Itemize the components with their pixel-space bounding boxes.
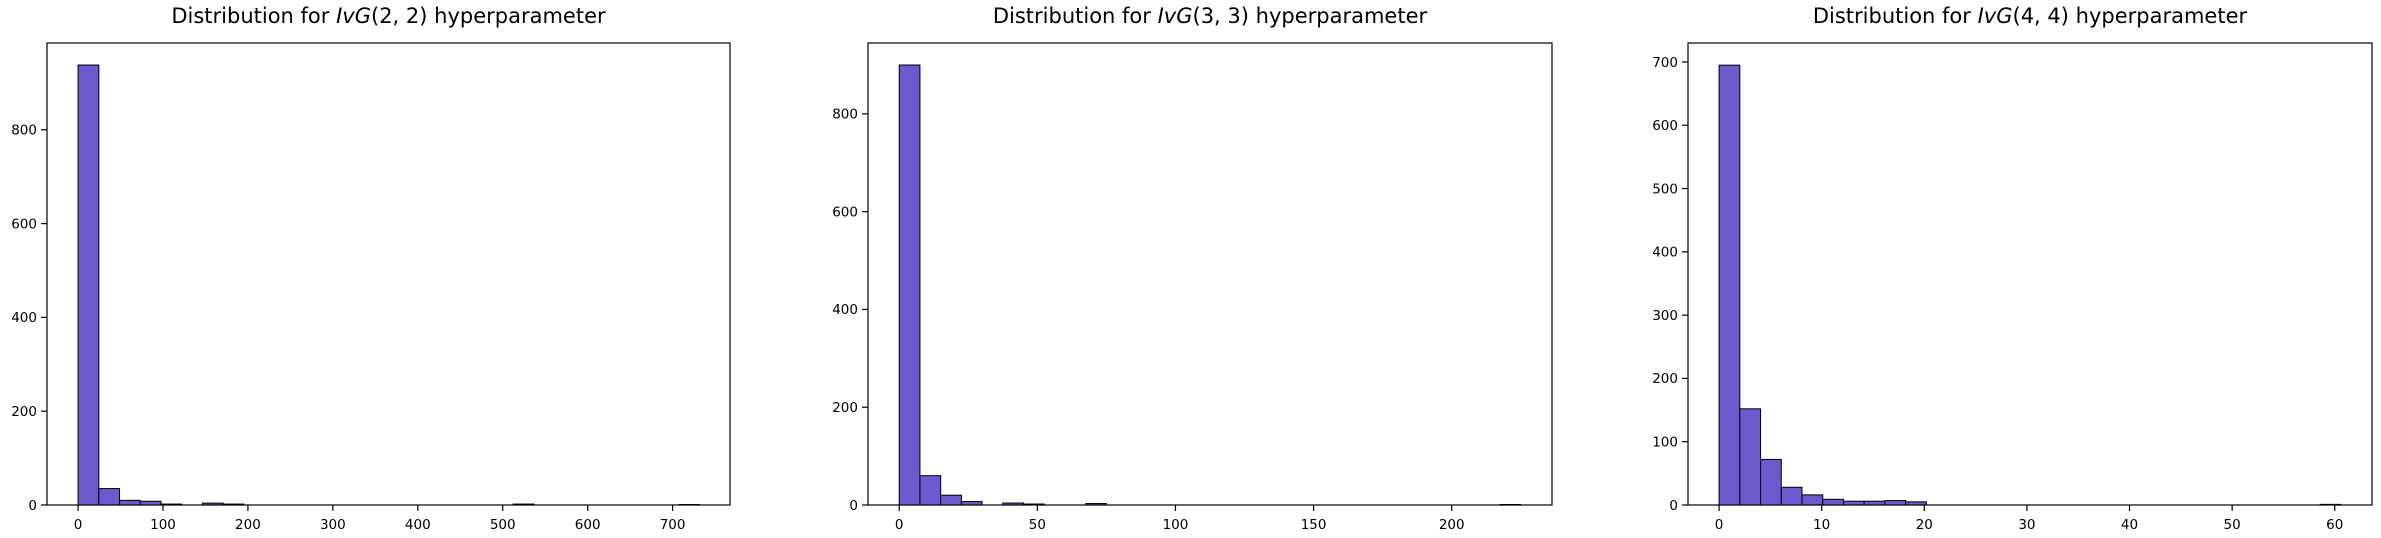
chart-title-2: Distribution for IvG(3, 3) hyperparamete… — [993, 2, 1427, 30]
plot-frame — [46, 42, 731, 506]
title-math-args: (2, 2) — [371, 4, 428, 28]
chart-title-1: Distribution for IvG(2, 2) hyperparamete… — [171, 2, 605, 30]
title-text: hyperparameter — [2068, 4, 2248, 28]
y-tick-label: 400 — [1652, 245, 1678, 261]
title-text: Distribution for — [992, 4, 1158, 28]
x-tick-label: 700 — [660, 517, 686, 533]
title-text: hyperparameter — [427, 4, 606, 28]
x-tick-label: 60 — [2326, 517, 2343, 533]
title-math-args: (4, 4) — [2012, 4, 2069, 28]
title-math-args: (3, 3) — [1192, 4, 1249, 28]
title-text: Distribution for — [1812, 4, 1978, 28]
y-tick-label: 0 — [849, 498, 858, 514]
x-tick-label: 50 — [2224, 517, 2241, 533]
histogram-bar — [98, 488, 121, 506]
histogram-bar — [1801, 494, 1824, 506]
histogram-bar — [898, 64, 921, 506]
x-tick-label: 200 — [235, 517, 261, 533]
x-tick-label: 400 — [405, 517, 431, 533]
y-tick-label: 0 — [28, 498, 37, 514]
plot-frame — [867, 42, 1553, 506]
x-tick-label: 0 — [1715, 517, 1724, 533]
x-tick-label: 500 — [490, 517, 516, 533]
histogram-plot: 0 50 100 150 200 0 200 400 600 800 — [832, 42, 1553, 533]
x-tick-label: 100 — [1163, 517, 1189, 533]
histogram-bar — [1760, 458, 1782, 506]
x-tick-label: 600 — [575, 517, 601, 533]
x-tick-label: 0 — [895, 517, 904, 533]
histogram-bar — [77, 64, 100, 506]
title-text: Distribution for — [171, 4, 337, 28]
y-tick-label: 200 — [832, 400, 858, 416]
y-tick-label: 400 — [11, 310, 37, 326]
title-math-symbol: IvG — [1977, 4, 2013, 28]
histogram-plot: 0 100 200 300 400 500 600 700 0 200 400 600 800 — [11, 42, 731, 533]
x-tick-label: 40 — [2121, 517, 2138, 533]
x-tick-label: 50 — [1029, 517, 1046, 533]
title-text: hyperparameter — [1248, 4, 1428, 28]
x-tick-label: 0 — [74, 517, 83, 533]
y-tick-label: 200 — [1652, 371, 1678, 387]
y-tick-label: 600 — [832, 204, 858, 220]
histogram-bar — [1822, 498, 1844, 506]
histogram-bar — [1718, 64, 1741, 506]
title-math-symbol: IvG — [1157, 4, 1193, 28]
y-tick-label: 500 — [1652, 181, 1678, 197]
x-tick-label: 20 — [1916, 517, 1933, 533]
x-tick-label: 300 — [320, 517, 346, 533]
y-tick-label: 100 — [1652, 435, 1678, 451]
y-tick-label: 300 — [1652, 308, 1678, 324]
y-tick-label: 800 — [832, 107, 858, 123]
x-tick-label: 10 — [1813, 517, 1830, 533]
x-tick-label: 200 — [1439, 517, 1465, 533]
histogram-bar — [1739, 408, 1762, 506]
x-tick-label: 30 — [2018, 517, 2035, 533]
y-tick-label: 0 — [1669, 498, 1678, 514]
plot-frame — [1687, 42, 2373, 506]
x-tick-label: 150 — [1301, 517, 1327, 533]
y-tick-label: 400 — [832, 302, 858, 318]
y-tick-label: 700 — [1652, 55, 1678, 71]
y-tick-label: 600 — [11, 216, 37, 232]
title-math-symbol: IvG — [336, 4, 372, 28]
histogram-bar — [940, 494, 962, 506]
histogram-bar — [1780, 486, 1803, 506]
histogram-bar — [119, 499, 141, 506]
y-tick-label: 200 — [11, 404, 37, 420]
x-tick-label: 100 — [150, 517, 176, 533]
chart-title-3: Distribution for IvG(4, 4) hyperparamete… — [1813, 2, 2247, 30]
y-tick-label: 800 — [11, 123, 37, 139]
histogram-bar — [1884, 500, 1907, 506]
y-tick-label: 600 — [1652, 118, 1678, 134]
histogram-bar — [919, 475, 942, 506]
